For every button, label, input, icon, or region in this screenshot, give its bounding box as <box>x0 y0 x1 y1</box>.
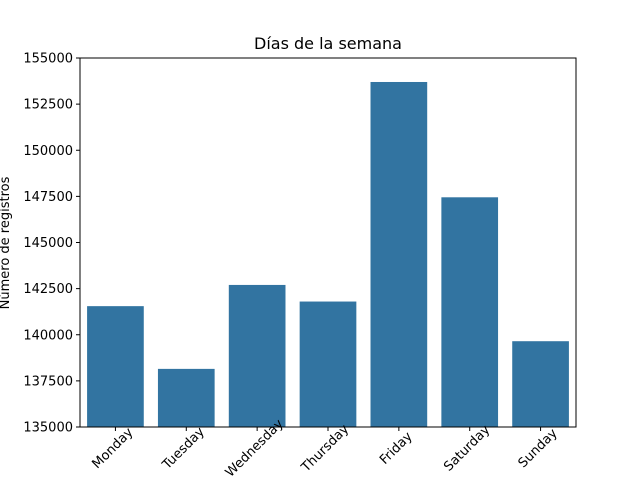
y-tick-label: 137500 <box>23 374 73 389</box>
y-tick-label: 142500 <box>23 282 73 297</box>
bar-saturday <box>441 197 499 427</box>
y-tick-label: 150000 <box>23 144 73 159</box>
bar-wednesday <box>228 284 286 427</box>
bar-thursday <box>299 301 357 427</box>
x-tick-label: Sunday <box>516 426 561 471</box>
x-tick-label: Thursday <box>298 422 352 476</box>
x-tick-label: Tuesday <box>159 424 208 473</box>
x-tick-label: Friday <box>377 429 416 468</box>
y-axis: 135000 137500 140000 142500 145000 147500 1500… <box>23 52 80 436</box>
y-tick-label: 135000 <box>23 421 73 436</box>
bars-group <box>87 81 569 428</box>
bar-monday <box>87 306 144 427</box>
y-tick-label: 147500 <box>23 190 73 205</box>
chart-title: Días de la semana <box>254 34 402 53</box>
y-tick-label: 152500 <box>23 98 73 113</box>
y-axis-label: Número de registros <box>0 176 13 309</box>
x-tick-label: Saturday <box>441 422 493 474</box>
y-tick-label: 145000 <box>23 236 73 251</box>
bar-friday <box>370 81 428 428</box>
bar-sunday <box>512 341 569 427</box>
y-tick-label: 140000 <box>23 328 73 343</box>
x-tick-label: Monday <box>90 425 137 472</box>
bar-tuesday <box>157 368 215 427</box>
y-tick-label: 155000 <box>23 52 73 67</box>
